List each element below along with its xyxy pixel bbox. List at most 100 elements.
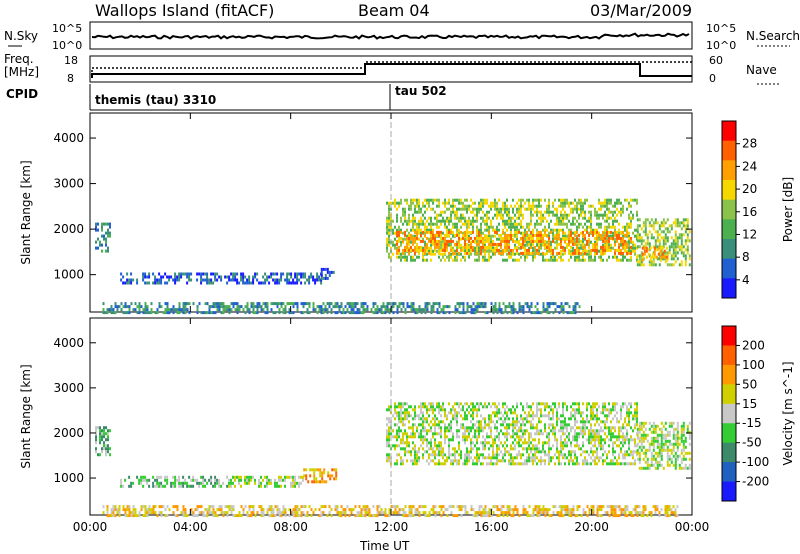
data-cell [488,462,490,466]
data-cell [680,233,683,237]
data-cell [626,405,628,409]
data-cell [602,438,604,442]
data-cell [670,254,673,258]
data-cell [596,236,598,240]
data-cell [386,438,388,442]
data-cell [464,426,466,430]
data-cell [468,450,470,454]
data-cell [564,462,566,466]
data-cell [398,239,400,243]
data-cell [258,281,261,285]
data-cell [552,231,554,235]
data-cell [562,311,565,315]
data-cell [556,414,558,418]
data-cell [418,251,420,255]
data-cell [278,302,281,306]
data-cell [608,230,610,234]
data-cell [538,402,540,406]
data-cell [438,311,441,315]
data-cell [554,233,556,237]
data-cell [528,444,530,448]
data-cell [120,484,123,488]
data-cell [97,246,99,250]
data-cell [628,222,630,226]
data-cell [610,438,612,442]
data-cell [504,204,506,208]
data-cell [570,441,572,445]
data-cell [446,459,448,463]
data-cell [592,432,594,436]
data-cell [516,420,518,424]
data-cell [496,429,498,433]
data-cell [590,408,592,412]
data-cell [101,243,103,247]
data-cell [676,239,679,243]
data-cell [440,444,442,448]
data-cell [636,198,638,202]
data-cell [500,429,502,433]
data-cell [426,242,428,246]
data-cell [556,408,558,412]
data-cell [448,207,450,211]
data-cell [414,236,416,240]
data-cell [628,258,630,262]
data-cell [538,441,540,445]
data-cell [436,302,439,306]
data-cell [540,210,542,214]
data-cell [424,438,426,442]
data-cell [192,302,195,306]
data-cell [562,456,564,460]
data-cell [534,414,536,418]
data-cell [528,236,530,240]
data-cell [458,236,460,240]
data-cell [388,252,390,256]
data-cell [232,275,235,279]
data-cell [542,213,544,217]
data-cell [452,251,454,255]
data-cell [584,426,586,430]
data-cell [560,414,562,418]
data-cell [643,246,646,250]
data-cell [432,435,434,439]
data-cell [490,225,492,229]
data-cell [480,245,482,249]
data-cell [532,456,534,460]
data-cell [418,432,420,436]
data-cell [586,198,588,202]
data-cell [490,242,492,246]
data-cell [686,251,689,255]
data-cell [512,447,514,451]
data-cell [576,426,578,430]
data-cell [470,426,472,430]
data-cell [408,426,410,430]
data-cell [674,466,677,470]
data-cell [398,230,400,234]
data-cell [582,444,584,448]
data-cell [620,462,622,466]
data-cell [306,308,309,312]
data-cell [410,248,412,252]
data-cell [438,459,440,463]
data-cell [294,275,297,279]
data-cell [482,426,484,430]
data-cell [422,438,424,442]
data-cell [335,477,338,481]
data-cell [556,231,558,235]
data-cell [638,260,641,264]
data-cell [510,435,512,439]
data-cell [638,457,641,461]
data-cell [612,459,614,463]
data-cell [322,311,325,315]
data-cell [664,221,667,225]
data-cell [396,311,399,315]
data-cell [432,222,434,226]
data-cell [654,218,657,222]
data-cell [220,305,223,309]
data-cell [574,240,576,244]
data-cell [248,281,251,285]
data-cell [424,228,426,232]
data-cell [594,432,596,436]
data-cell [478,302,481,306]
data-cell [410,305,413,309]
data-cell [476,408,478,412]
